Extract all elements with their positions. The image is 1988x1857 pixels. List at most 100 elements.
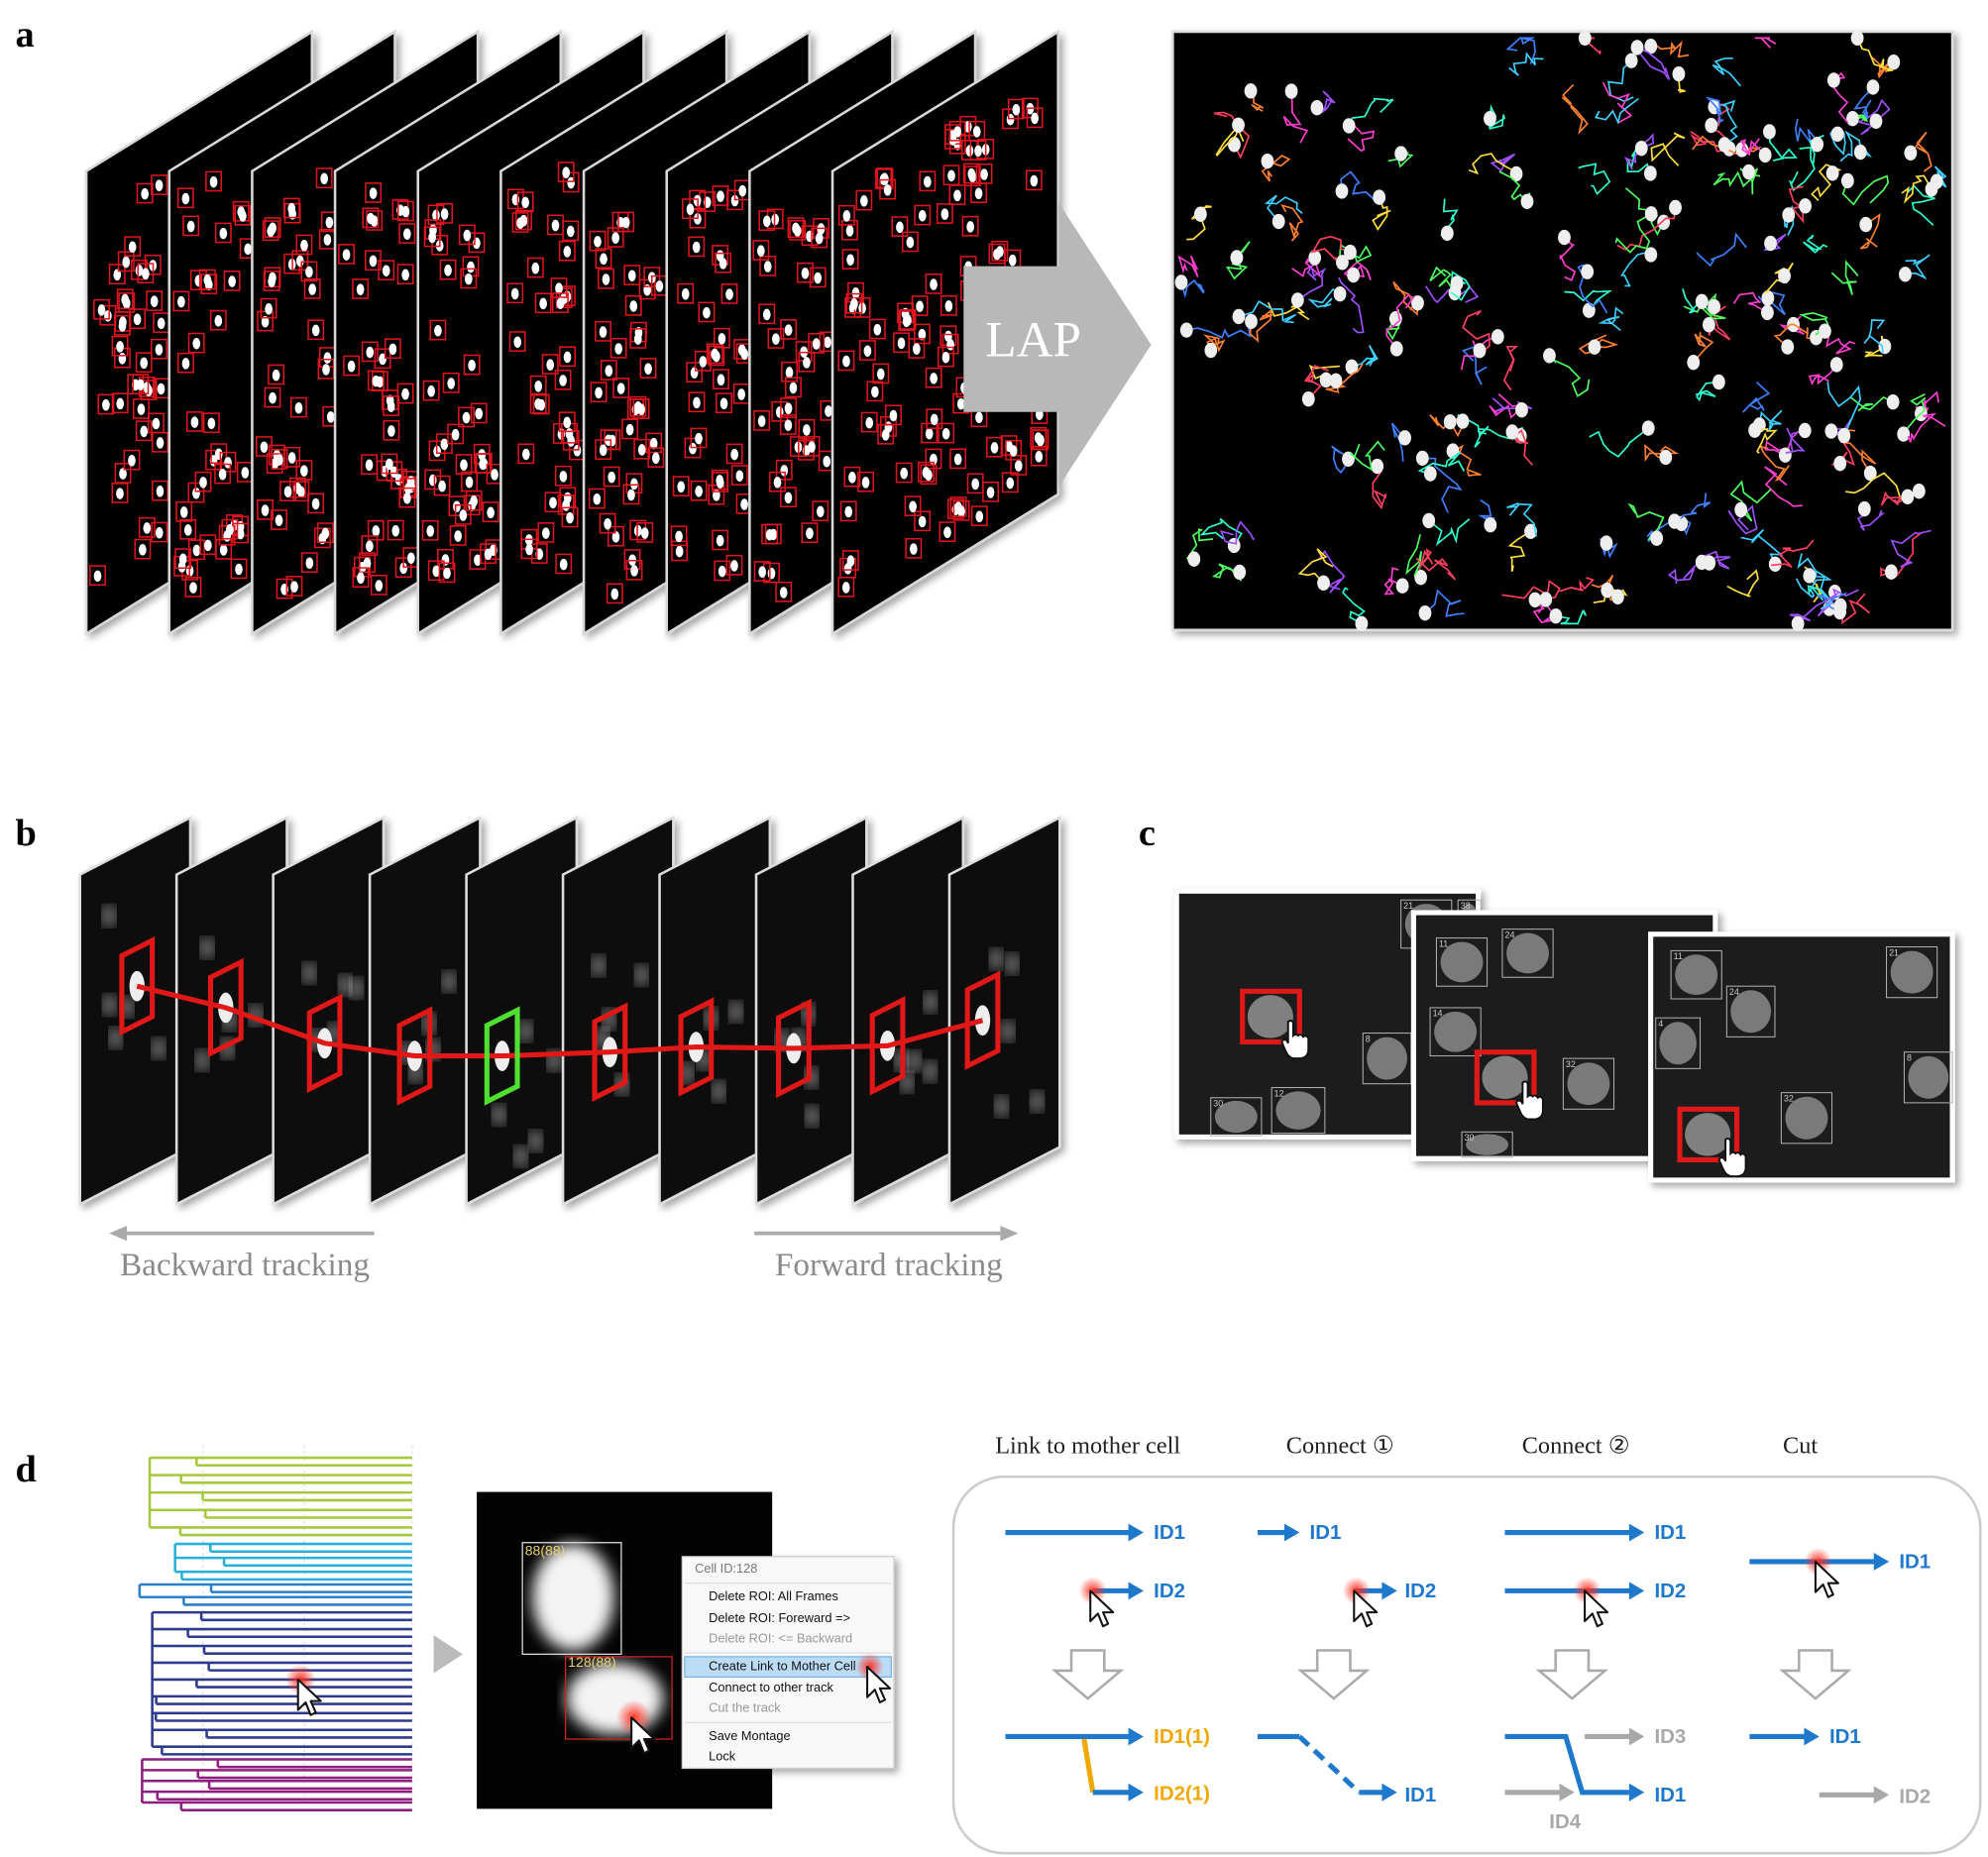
cell <box>372 525 381 537</box>
cell-roi <box>686 362 704 383</box>
cell <box>321 527 330 540</box>
cell <box>367 212 375 225</box>
cell <box>566 511 574 524</box>
cell-roi <box>1655 1017 1702 1069</box>
cell-roi <box>607 227 624 248</box>
cell <box>440 438 449 451</box>
click-glow <box>855 1653 884 1682</box>
roi-label: 88(88) <box>525 1542 566 1558</box>
cell-roi <box>885 404 902 426</box>
arrowhead <box>1873 1552 1890 1571</box>
track <box>1764 466 1803 507</box>
cell <box>681 288 690 300</box>
cell-roi <box>898 310 916 332</box>
cell <box>143 522 152 534</box>
cell <box>276 454 283 466</box>
cell <box>214 448 223 461</box>
cell <box>779 587 788 599</box>
arrowhead <box>1628 1727 1645 1746</box>
cell <box>1748 422 1761 438</box>
cell-roi <box>866 381 884 402</box>
cell <box>325 216 334 229</box>
track-label: ID4 <box>1549 1810 1581 1833</box>
cell <box>896 221 904 234</box>
cell <box>369 187 378 199</box>
cell-roi <box>839 500 857 522</box>
cell <box>200 937 214 958</box>
track <box>1578 163 1611 195</box>
cell <box>116 397 125 410</box>
cell-roi <box>182 215 200 237</box>
cell <box>1275 1091 1321 1130</box>
cell-roi <box>517 443 535 465</box>
cell-roi <box>1005 439 1023 461</box>
cell-roi <box>558 411 576 433</box>
cell <box>1578 30 1592 47</box>
cell-roi <box>595 321 611 342</box>
cell-roi <box>769 471 786 492</box>
cell <box>1687 354 1701 371</box>
cell <box>113 269 122 281</box>
cell <box>1329 373 1343 388</box>
cell-roi <box>210 443 228 465</box>
cell-roi <box>300 261 318 282</box>
cell <box>1450 275 1464 291</box>
cell-roi <box>209 309 227 331</box>
cell-roi <box>555 553 573 575</box>
cell <box>916 300 924 312</box>
cell-roi <box>690 480 708 501</box>
transition-arrow <box>1050 1649 1125 1700</box>
cell <box>529 1131 542 1151</box>
cell-roi <box>753 410 771 431</box>
cell <box>651 452 660 465</box>
cell <box>989 948 1003 970</box>
track <box>1907 412 1946 443</box>
cell-roi <box>283 446 301 468</box>
cell <box>510 287 519 300</box>
cell <box>137 403 146 415</box>
cell-roi <box>172 290 190 312</box>
cell <box>565 428 574 440</box>
cell <box>454 530 462 542</box>
cell <box>338 974 352 996</box>
cell-roi <box>899 309 917 330</box>
track <box>1758 409 1783 432</box>
cell <box>600 253 607 266</box>
click-glow <box>1342 1577 1371 1605</box>
cell-roi <box>905 537 923 559</box>
cell <box>1853 144 1867 161</box>
cell <box>133 313 142 326</box>
cell-roi <box>480 543 497 565</box>
cell <box>897 337 906 350</box>
cell-roi <box>449 525 467 546</box>
cell-roi <box>137 263 155 284</box>
cell <box>427 385 435 397</box>
panel-label: c <box>1139 813 1156 854</box>
cell <box>470 495 479 507</box>
cell <box>846 555 855 567</box>
cell <box>1761 290 1775 306</box>
cell-roi <box>132 374 150 395</box>
cell <box>1230 250 1244 266</box>
cell <box>1869 113 1883 129</box>
cell <box>956 397 965 410</box>
cell <box>1785 1096 1828 1140</box>
track-label: ID2 <box>1154 1580 1185 1602</box>
cell <box>1630 40 1644 55</box>
track <box>1186 326 1252 339</box>
cell <box>97 304 106 316</box>
cell <box>595 386 603 399</box>
cell <box>716 475 724 487</box>
cell-roi <box>271 509 287 530</box>
cell-roi <box>843 466 861 488</box>
track <box>1890 529 1932 568</box>
cell <box>1319 372 1333 388</box>
cell <box>680 1062 694 1084</box>
track <box>1768 131 1798 162</box>
cell <box>119 468 127 480</box>
cell <box>693 396 701 409</box>
cell-roi <box>711 469 728 491</box>
cell <box>514 1146 527 1167</box>
track <box>1428 518 1471 547</box>
cell <box>440 208 449 220</box>
